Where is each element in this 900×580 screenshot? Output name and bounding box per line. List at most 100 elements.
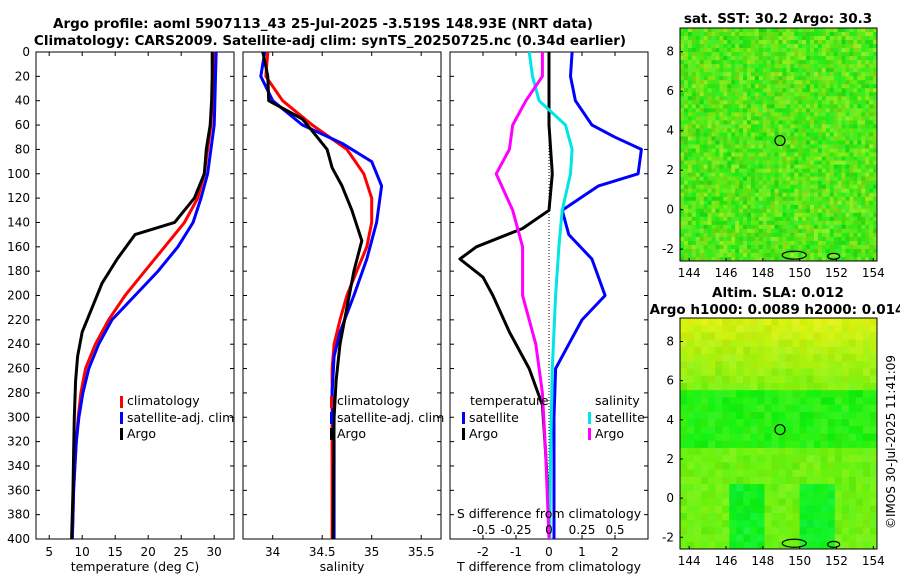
map-cell <box>757 419 765 427</box>
map-cell <box>680 156 685 161</box>
map-cell <box>743 498 751 507</box>
map-cell <box>833 208 838 214</box>
map-cell <box>723 52 728 57</box>
map-cell <box>810 212 815 218</box>
map-cell <box>750 318 758 326</box>
map-cell <box>727 188 732 194</box>
map-cell <box>869 80 874 85</box>
map-cell <box>820 491 829 499</box>
map-cell <box>683 200 689 206</box>
map-cell <box>707 164 712 170</box>
map-cell <box>715 332 723 341</box>
map-cell <box>827 397 836 406</box>
sla-map-frame <box>679 317 878 550</box>
map-cell <box>845 48 850 53</box>
map-cell <box>865 176 870 182</box>
map-cell <box>869 361 878 369</box>
map-cell <box>794 200 799 206</box>
map-cell <box>849 116 854 121</box>
map-cell <box>806 256 811 262</box>
map-cell <box>829 80 835 85</box>
map-cell <box>786 112 791 117</box>
map-cell <box>739 248 744 254</box>
map-cell <box>770 76 775 81</box>
map-cell <box>762 256 768 262</box>
map-cell <box>869 397 878 406</box>
map-cell <box>802 100 807 105</box>
map-cell <box>743 44 748 49</box>
map-cell <box>754 116 760 121</box>
map-cell <box>719 116 724 121</box>
map-cell <box>680 476 688 485</box>
map-cell <box>727 32 732 37</box>
map-cell <box>778 120 783 125</box>
map-cell <box>770 192 775 198</box>
map-cell <box>837 108 842 113</box>
map-cell <box>813 390 822 398</box>
map-cell <box>680 80 685 85</box>
map-cell <box>837 168 842 174</box>
map-cell <box>813 404 822 413</box>
map-cell <box>731 248 736 254</box>
map-cell <box>861 176 866 182</box>
map-cell <box>774 104 779 109</box>
map-cell <box>862 404 871 413</box>
map-cell <box>771 541 779 550</box>
map-cell <box>834 512 843 521</box>
map-cell <box>703 96 708 101</box>
map-cell <box>764 462 772 470</box>
map-cell <box>782 256 787 262</box>
map-cell <box>794 44 799 49</box>
map-cell <box>687 484 695 492</box>
map-cell <box>802 192 807 198</box>
map-cell <box>821 180 827 186</box>
map-cell <box>735 248 740 254</box>
map-cell <box>857 180 862 186</box>
map-cell <box>848 440 857 449</box>
map-cell <box>766 180 772 186</box>
map-cell <box>727 28 732 33</box>
map-cell <box>820 339 829 348</box>
map-cell <box>857 252 862 258</box>
map-cell <box>806 32 811 37</box>
map-cell <box>810 176 815 182</box>
map-cell <box>731 140 736 145</box>
map-cell <box>707 60 712 65</box>
map-cell <box>687 339 695 348</box>
map-cell <box>849 132 854 137</box>
map-cell <box>782 112 787 117</box>
map-cell <box>869 44 874 49</box>
map-cell <box>708 469 716 478</box>
map-cell <box>699 208 705 214</box>
map-cell <box>861 180 866 186</box>
map-cell <box>806 76 811 81</box>
map-cell <box>762 32 768 37</box>
map-cell <box>853 232 858 238</box>
map-cell <box>750 541 758 550</box>
map-cell <box>799 368 808 377</box>
map-cell <box>782 120 787 125</box>
map-cell <box>778 128 783 133</box>
map-cell <box>821 176 827 182</box>
map-cell <box>757 440 765 449</box>
map-cell <box>719 100 724 105</box>
map-cell <box>853 112 858 117</box>
map-cell <box>758 192 764 198</box>
map-cell <box>857 76 862 81</box>
map-cell <box>821 60 827 65</box>
map-cell <box>680 172 685 178</box>
map-cell <box>723 32 728 37</box>
map-cell <box>802 224 807 230</box>
map-cell <box>687 44 693 49</box>
map-cell <box>727 112 732 117</box>
y-tick-label: 80 <box>15 142 30 156</box>
map-cell <box>711 160 716 165</box>
map-cell <box>707 220 712 226</box>
map-cell <box>810 184 815 190</box>
map-cell <box>701 346 709 355</box>
map-cell <box>766 256 772 262</box>
map-cell <box>771 433 779 442</box>
map-cell <box>723 116 728 121</box>
map-cell <box>873 164 878 170</box>
map-cell <box>774 220 779 226</box>
